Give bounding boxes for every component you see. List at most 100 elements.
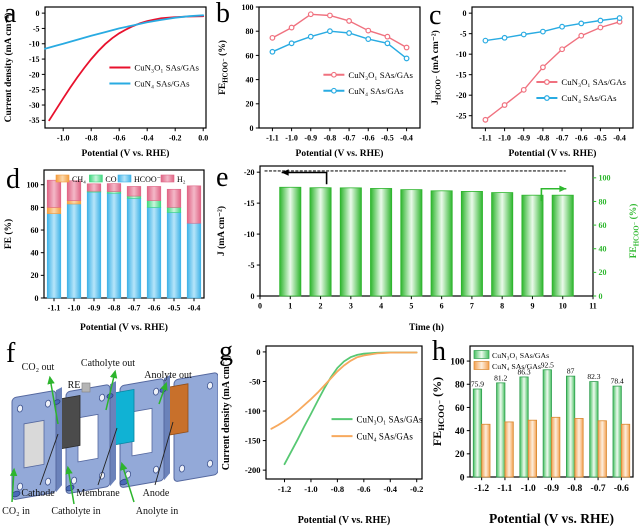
co2-out-arrow — [47, 375, 59, 425]
fe-bar — [460, 191, 483, 297]
svg-text:-5: -5 — [33, 24, 40, 33]
legend-entry-label: CuN₄ SAs/GAs — [492, 362, 541, 371]
data-point-marker — [346, 30, 352, 36]
svg-text:80: 80 — [31, 203, 39, 212]
x-axis-title: Potential (V vs. RHE) — [489, 511, 614, 526]
svg-text:-0.6: -0.6 — [362, 134, 375, 143]
co2-in-arrow — [9, 467, 18, 503]
grouped-bar — [597, 420, 607, 478]
svg-text:-100: -100 — [245, 406, 261, 416]
svg-text:-0.5: -0.5 — [381, 134, 394, 143]
stacked-bar-segment — [166, 207, 182, 213]
fe-bar — [551, 194, 574, 297]
svg-text:-1.0: -1.0 — [498, 134, 511, 143]
right-axis-arrow — [540, 187, 567, 202]
svg-text:-0.6: -0.6 — [575, 134, 588, 143]
bar-value-label: 78.4 — [611, 377, 624, 386]
svg-text:7: 7 — [470, 302, 474, 311]
svg-text:-0.4: -0.4 — [141, 134, 154, 143]
svg-text:-10: -10 — [244, 230, 255, 239]
stacked-bar-segment — [86, 183, 102, 192]
stacked-bar-segment — [86, 191, 102, 299]
data-point-marker — [616, 15, 623, 21]
legend-entry-label: CuN₃O₁ SAs/GAs — [357, 414, 424, 424]
svg-text:-0.6: -0.6 — [614, 484, 629, 494]
legend-entry-label: CO — [105, 175, 116, 184]
svg-text:-0.4: -0.4 — [384, 484, 398, 494]
svg-text:-1.2: -1.2 — [474, 484, 489, 494]
svg-text:-10: -10 — [456, 50, 467, 59]
data-point-marker — [520, 86, 527, 93]
svg-text:-0.9: -0.9 — [517, 134, 530, 143]
panel-e-stability-chart: 0 1 2 3 4 5 6 7 8 9 10 110-5-10-15-20020406080100Ti… — [216, 165, 640, 333]
svg-text:20: 20 — [455, 450, 465, 460]
stacked-bar-segment — [166, 212, 182, 299]
plot-frame — [265, 345, 423, 480]
svg-text:40: 40 — [455, 427, 465, 437]
svg-text:-25: -25 — [456, 112, 467, 121]
fe-bar — [309, 187, 332, 297]
svg-text:-1.0: -1.0 — [57, 134, 70, 143]
data-point-marker — [559, 46, 565, 53]
svg-text:100: 100 — [27, 181, 39, 190]
re-label: RE — [68, 380, 81, 391]
panel-h-letter: h — [432, 336, 446, 367]
x-axis-title: Potential (V vs. RHE) — [296, 148, 384, 159]
bar-value-label: 82.3 — [587, 372, 600, 381]
svg-text:6: 6 — [440, 302, 444, 311]
y-axis-title: FEHCOO⁻ (%) — [217, 40, 229, 95]
svg-text:-15: -15 — [244, 199, 255, 208]
grouped-bar — [589, 381, 599, 478]
svg-text:-5: -5 — [248, 261, 255, 270]
legend-entry-label: CuN₃O₁ SAs/GAs — [134, 63, 199, 73]
data-point-marker — [365, 36, 372, 42]
data-point-marker — [578, 32, 585, 39]
svg-text:9: 9 — [530, 302, 534, 311]
svg-text:-0.8: -0.8 — [537, 134, 550, 143]
svg-text:100: 100 — [242, 3, 254, 12]
y-axis-title: Current density (mA cm⁻²) — [221, 355, 232, 471]
panel-f-flowcell-diagram: CO₂ out Catholyte out Anolyte out RE Cat… — [2, 358, 218, 517]
legend-entry-label: HCOO⁻ — [134, 175, 161, 184]
panel-c-letter: c — [429, 0, 442, 31]
grouped-bar — [620, 423, 631, 478]
svg-text:-1.2: -1.2 — [278, 484, 291, 494]
panel-a-letter: a — [4, 0, 17, 29]
svg-text:60: 60 — [455, 404, 465, 414]
bar-value-label: 92.5 — [541, 360, 554, 369]
svg-text:60: 60 — [599, 221, 607, 230]
panel-f-letter: f — [6, 338, 16, 369]
data-point-marker — [384, 33, 391, 40]
data-point-marker — [269, 48, 276, 55]
svg-text:20: 20 — [246, 100, 254, 109]
data-point-marker — [269, 34, 276, 41]
series-line — [271, 13, 408, 49]
data-point-marker — [520, 31, 527, 38]
stacked-bar-segment — [126, 195, 142, 199]
panel-g-letter: g — [219, 336, 233, 367]
svg-text:-1.1: -1.1 — [48, 304, 61, 313]
svg-text:-0.7: -0.7 — [128, 304, 141, 313]
data-point-marker — [597, 17, 604, 24]
svg-text:0.0: 0.0 — [198, 134, 208, 143]
svg-text:-0.6: -0.6 — [148, 304, 161, 313]
grouped-bar — [519, 376, 529, 478]
y-axis-title: JHCOO⁻ (mA cm⁻²) — [430, 30, 442, 105]
y-axis-title: FEHCOO⁻ (%) — [430, 377, 446, 446]
series-line — [270, 351, 418, 430]
grouped-bar — [527, 419, 537, 478]
stacked-bar-segment — [166, 188, 182, 208]
catholyte-in-label: Catholyte in — [51, 506, 100, 517]
stacked-bar-segment — [66, 200, 82, 205]
legend-entry-label: CuN₃O₁ SAs/GAs — [348, 70, 413, 80]
anolyte-out-arrow — [158, 381, 168, 405]
svg-text:0: 0 — [258, 302, 262, 311]
fe-bar — [491, 192, 514, 297]
svg-text:8: 8 — [500, 302, 504, 311]
legend-entry-label: H₂ — [177, 175, 186, 184]
svg-text:0: 0 — [460, 473, 465, 483]
stacked-bar-segment — [146, 186, 162, 201]
left-axis-arrow — [281, 171, 328, 185]
series-line — [44, 14, 205, 50]
x-axis-title: Time (h) — [409, 322, 444, 333]
